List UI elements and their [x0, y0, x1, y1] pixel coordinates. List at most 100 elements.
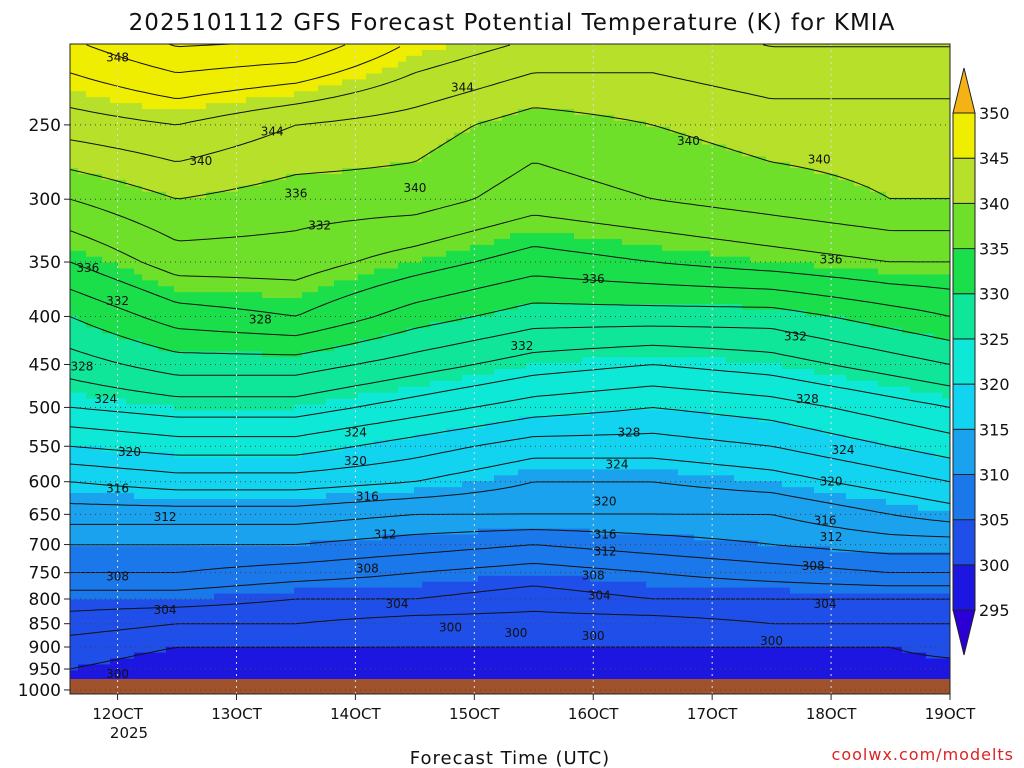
- heatmap-cell: [710, 256, 719, 264]
- heatmap-cell: [942, 61, 950, 69]
- heatmap-cell: [230, 221, 239, 228]
- heatmap-cell: [510, 197, 519, 205]
- heatmap-cell: [190, 268, 199, 276]
- heatmap-cell: [574, 209, 583, 216]
- heatmap-cell: [150, 55, 159, 63]
- heatmap-cell: [126, 280, 135, 287]
- heatmap-cell: [230, 132, 239, 140]
- heatmap-cell: [846, 179, 855, 187]
- heatmap-cell: [174, 156, 183, 163]
- heatmap-cell: [230, 126, 239, 134]
- heatmap-cell: [494, 256, 503, 264]
- heatmap-cell: [934, 138, 943, 146]
- heatmap-cell: [774, 233, 783, 240]
- heatmap-cell: [462, 132, 471, 140]
- heatmap-cell: [438, 49, 447, 57]
- heatmap-cell: [742, 256, 751, 264]
- heatmap-cell: [702, 61, 711, 69]
- heatmap-cell: [942, 168, 950, 175]
- heatmap-cell: [94, 120, 103, 128]
- heatmap-cell: [198, 185, 207, 193]
- heatmap-cell: [894, 79, 903, 86]
- heatmap-cell: [630, 239, 639, 246]
- heatmap-cell: [718, 209, 727, 216]
- heatmap-cell: [382, 262, 391, 270]
- heatmap-cell: [742, 227, 751, 234]
- heatmap-cell: [718, 79, 727, 86]
- heatmap-cell: [726, 191, 735, 199]
- heatmap-cell: [334, 197, 343, 205]
- heatmap-cell: [78, 44, 87, 51]
- heatmap-cell: [118, 286, 127, 293]
- heatmap-cell: [374, 233, 383, 240]
- heatmap-cell: [702, 185, 711, 193]
- heatmap-cell: [422, 67, 431, 75]
- heatmap-cell: [814, 150, 823, 157]
- heatmap-cell: [894, 73, 903, 81]
- heatmap-cell: [182, 109, 191, 116]
- heatmap-cell: [198, 227, 207, 234]
- heatmap-cell: [142, 250, 151, 258]
- heatmap-cell: [158, 85, 167, 92]
- heatmap-cell: [406, 268, 415, 276]
- heatmap-cell: [758, 221, 767, 228]
- heatmap-cell: [806, 286, 815, 293]
- heatmap-cell: [902, 179, 911, 187]
- heatmap-cell: [126, 67, 135, 75]
- heatmap-cell: [942, 73, 950, 81]
- heatmap-cell: [686, 150, 695, 157]
- heatmap-cell: [806, 61, 815, 69]
- heatmap-cell: [238, 138, 247, 146]
- heatmap-cell: [254, 268, 263, 276]
- heatmap-cell: [446, 150, 455, 157]
- heatmap-cell: [846, 97, 855, 104]
- heatmap-cell: [358, 191, 367, 199]
- heatmap-cell: [574, 221, 583, 228]
- heatmap-cell: [558, 209, 567, 216]
- heatmap-cell: [430, 120, 439, 128]
- heatmap-cell: [486, 144, 495, 151]
- heatmap-cell: [278, 156, 287, 163]
- heatmap-cell: [918, 109, 927, 116]
- heatmap-cell: [118, 191, 127, 199]
- heatmap-cell: [798, 103, 807, 110]
- heatmap-cell: [406, 197, 415, 205]
- heatmap-cell: [166, 61, 175, 69]
- heatmap-cell: [566, 239, 575, 246]
- heatmap-cell: [782, 55, 791, 63]
- heatmap-cell: [830, 174, 839, 181]
- heatmap-cell: [214, 162, 223, 169]
- heatmap-cell: [246, 221, 255, 228]
- heatmap-cell: [670, 256, 679, 264]
- heatmap-cell: [286, 197, 295, 205]
- heatmap-cell: [590, 262, 599, 270]
- heatmap-cell: [926, 304, 935, 311]
- heatmap-cell: [406, 174, 415, 181]
- heatmap-cell: [502, 162, 511, 169]
- heatmap-cell: [902, 132, 911, 140]
- heatmap-cell: [750, 227, 759, 234]
- heatmap-cell: [574, 168, 583, 175]
- heatmap-cell: [726, 126, 735, 134]
- heatmap-cell: [606, 298, 615, 305]
- heatmap-cell: [654, 233, 663, 240]
- heatmap-cell: [622, 215, 631, 222]
- heatmap-cell: [550, 67, 559, 75]
- heatmap-cell: [566, 203, 575, 211]
- heatmap-cell: [574, 85, 583, 92]
- heatmap-cell: [902, 233, 911, 240]
- heatmap-cell: [862, 61, 871, 69]
- heatmap-cell: [846, 126, 855, 134]
- heatmap-cell: [502, 304, 511, 311]
- heatmap-cell: [406, 185, 415, 193]
- heatmap-cell: [422, 114, 431, 122]
- heatmap-cell: [382, 144, 391, 151]
- heatmap-cell: [550, 221, 559, 228]
- heatmap-cell: [302, 114, 311, 122]
- heatmap-cell: [606, 156, 615, 163]
- heatmap-cell: [430, 304, 439, 311]
- heatmap-cell: [438, 91, 447, 98]
- heatmap-cell: [558, 156, 567, 163]
- heatmap-cell: [934, 233, 943, 240]
- heatmap-cell: [942, 298, 950, 305]
